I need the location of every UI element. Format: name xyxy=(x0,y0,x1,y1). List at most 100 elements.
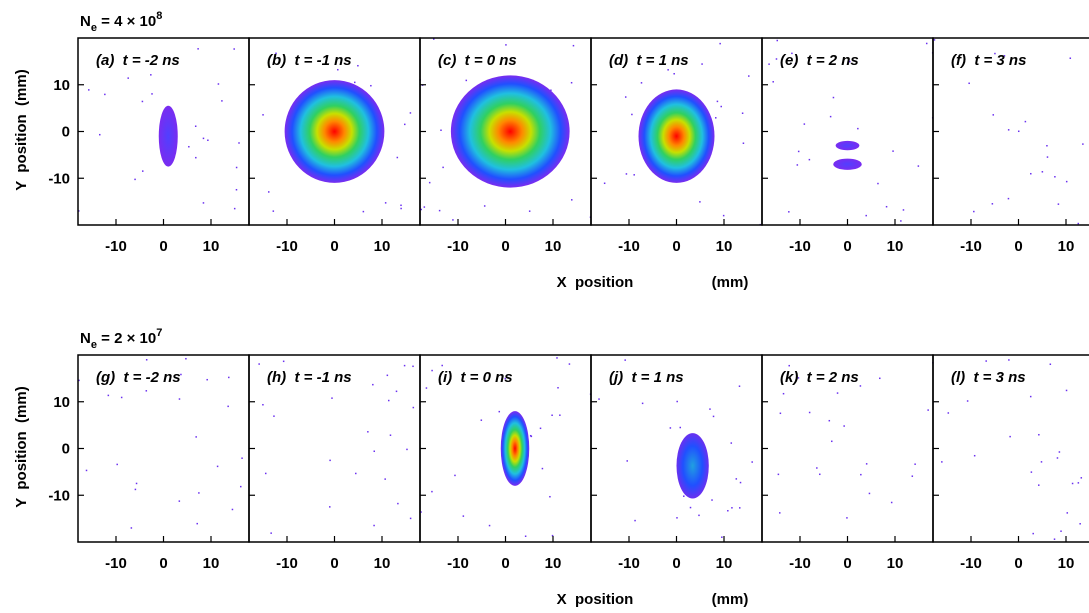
noise-dot xyxy=(329,459,331,462)
noise-dot xyxy=(1030,471,1033,473)
x-tick-label: 0 xyxy=(843,555,851,572)
noise-dot xyxy=(738,385,741,387)
noise-dot xyxy=(185,357,187,360)
panel-label: (d) t = 1 ns xyxy=(609,52,689,69)
intensity-blob xyxy=(284,80,385,183)
noise-dot xyxy=(524,535,527,537)
noise-dot xyxy=(879,377,881,380)
noise-dot xyxy=(570,81,573,84)
intensity-blob xyxy=(833,158,862,170)
x-tick-label: 0 xyxy=(1014,238,1022,255)
noise-dot xyxy=(221,100,223,102)
y-tick-label: 0 xyxy=(62,124,70,141)
noise-dot xyxy=(151,93,153,95)
noise-dot xyxy=(796,164,799,166)
row-title: Ne = 2 × 107 xyxy=(80,327,162,351)
noise-dot xyxy=(603,182,606,185)
noise-dot xyxy=(370,84,372,87)
noise-dot xyxy=(216,465,219,468)
noise-dot xyxy=(406,448,408,451)
noise-dot xyxy=(831,440,833,443)
noise-dot xyxy=(857,127,859,130)
noise-dot xyxy=(141,100,144,103)
y-tick-label: -10 xyxy=(48,487,70,504)
noise-dot xyxy=(505,44,507,46)
noise-dot xyxy=(409,517,412,520)
noise-dot xyxy=(1069,57,1072,59)
x-tick-label: -10 xyxy=(276,555,298,572)
panel-label: (c) t = 0 ns xyxy=(438,52,517,69)
noise-dot xyxy=(572,44,575,47)
noise-dot xyxy=(1038,433,1040,436)
noise-dot xyxy=(78,379,80,382)
noise-dot xyxy=(598,398,600,400)
noise-dot xyxy=(1077,482,1080,484)
noise-dot xyxy=(431,490,433,493)
noise-dot xyxy=(145,390,148,392)
noise-dot xyxy=(1040,461,1043,463)
x-tick-label: 10 xyxy=(374,238,391,255)
noise-dot xyxy=(779,512,781,514)
x-tick-label: -10 xyxy=(618,238,640,255)
noise-dot xyxy=(529,434,532,437)
noise-dot xyxy=(233,207,236,210)
noise-dot xyxy=(1008,359,1010,361)
noise-dot xyxy=(196,522,198,525)
panel-label: (k) t = 2 ns xyxy=(780,369,859,386)
noise-dot xyxy=(134,178,136,181)
noise-dot xyxy=(233,48,235,50)
noise-dot xyxy=(202,137,205,140)
x-tick-label: -10 xyxy=(789,238,811,255)
noise-dot xyxy=(270,532,272,534)
noise-dot xyxy=(483,205,486,207)
noise-dot xyxy=(966,400,969,402)
noise-dot xyxy=(735,478,738,480)
title-sub: e xyxy=(91,22,97,34)
noise-dot xyxy=(720,105,722,108)
noise-dot xyxy=(788,211,790,213)
title-text: = 4 × 10 xyxy=(97,13,156,30)
noise-dot xyxy=(738,507,741,509)
y-tick-label: 10 xyxy=(53,394,70,411)
x-tick-label: 10 xyxy=(374,555,391,572)
noise-dot xyxy=(539,427,542,430)
noise-dot xyxy=(264,472,267,475)
noise-dot xyxy=(452,219,454,221)
title-sup: 8 xyxy=(156,10,162,22)
noise-dot xyxy=(273,415,275,417)
noise-dot xyxy=(198,492,200,494)
noise-dot xyxy=(104,93,106,96)
x-tick-label: 0 xyxy=(330,555,338,572)
noise-dot xyxy=(1038,484,1040,486)
noise-dot xyxy=(180,373,182,376)
noise-dot xyxy=(721,536,723,538)
noise-dot xyxy=(425,387,428,389)
x-tick-label: -10 xyxy=(276,238,298,255)
row-title: Ne = 4 × 108 xyxy=(80,10,162,34)
noise-dot xyxy=(99,133,101,136)
noise-dot xyxy=(195,436,197,438)
noise-dot xyxy=(994,52,996,55)
noise-dot xyxy=(679,426,682,429)
noise-dot xyxy=(412,406,415,409)
noise-dot xyxy=(902,209,905,211)
title-sup: 7 xyxy=(156,327,162,339)
noise-dot xyxy=(395,390,398,393)
noise-dot xyxy=(403,364,406,367)
noise-dot xyxy=(1017,130,1020,133)
noise-dot xyxy=(400,204,402,207)
panel-label: (l) t = 3 ns xyxy=(951,369,1026,386)
x-axis-unit: (mm) xyxy=(712,274,749,291)
noise-dot xyxy=(367,431,369,433)
noise-dot xyxy=(911,475,914,477)
noise-dot xyxy=(541,467,544,470)
noise-dot xyxy=(258,363,260,365)
noise-dot xyxy=(412,365,414,368)
noise-dot xyxy=(859,385,862,387)
noise-dot xyxy=(373,450,376,453)
noise-dot xyxy=(625,173,628,175)
x-tick-label: 10 xyxy=(887,555,904,572)
noise-dot xyxy=(830,378,832,380)
noise-dot xyxy=(387,399,390,402)
